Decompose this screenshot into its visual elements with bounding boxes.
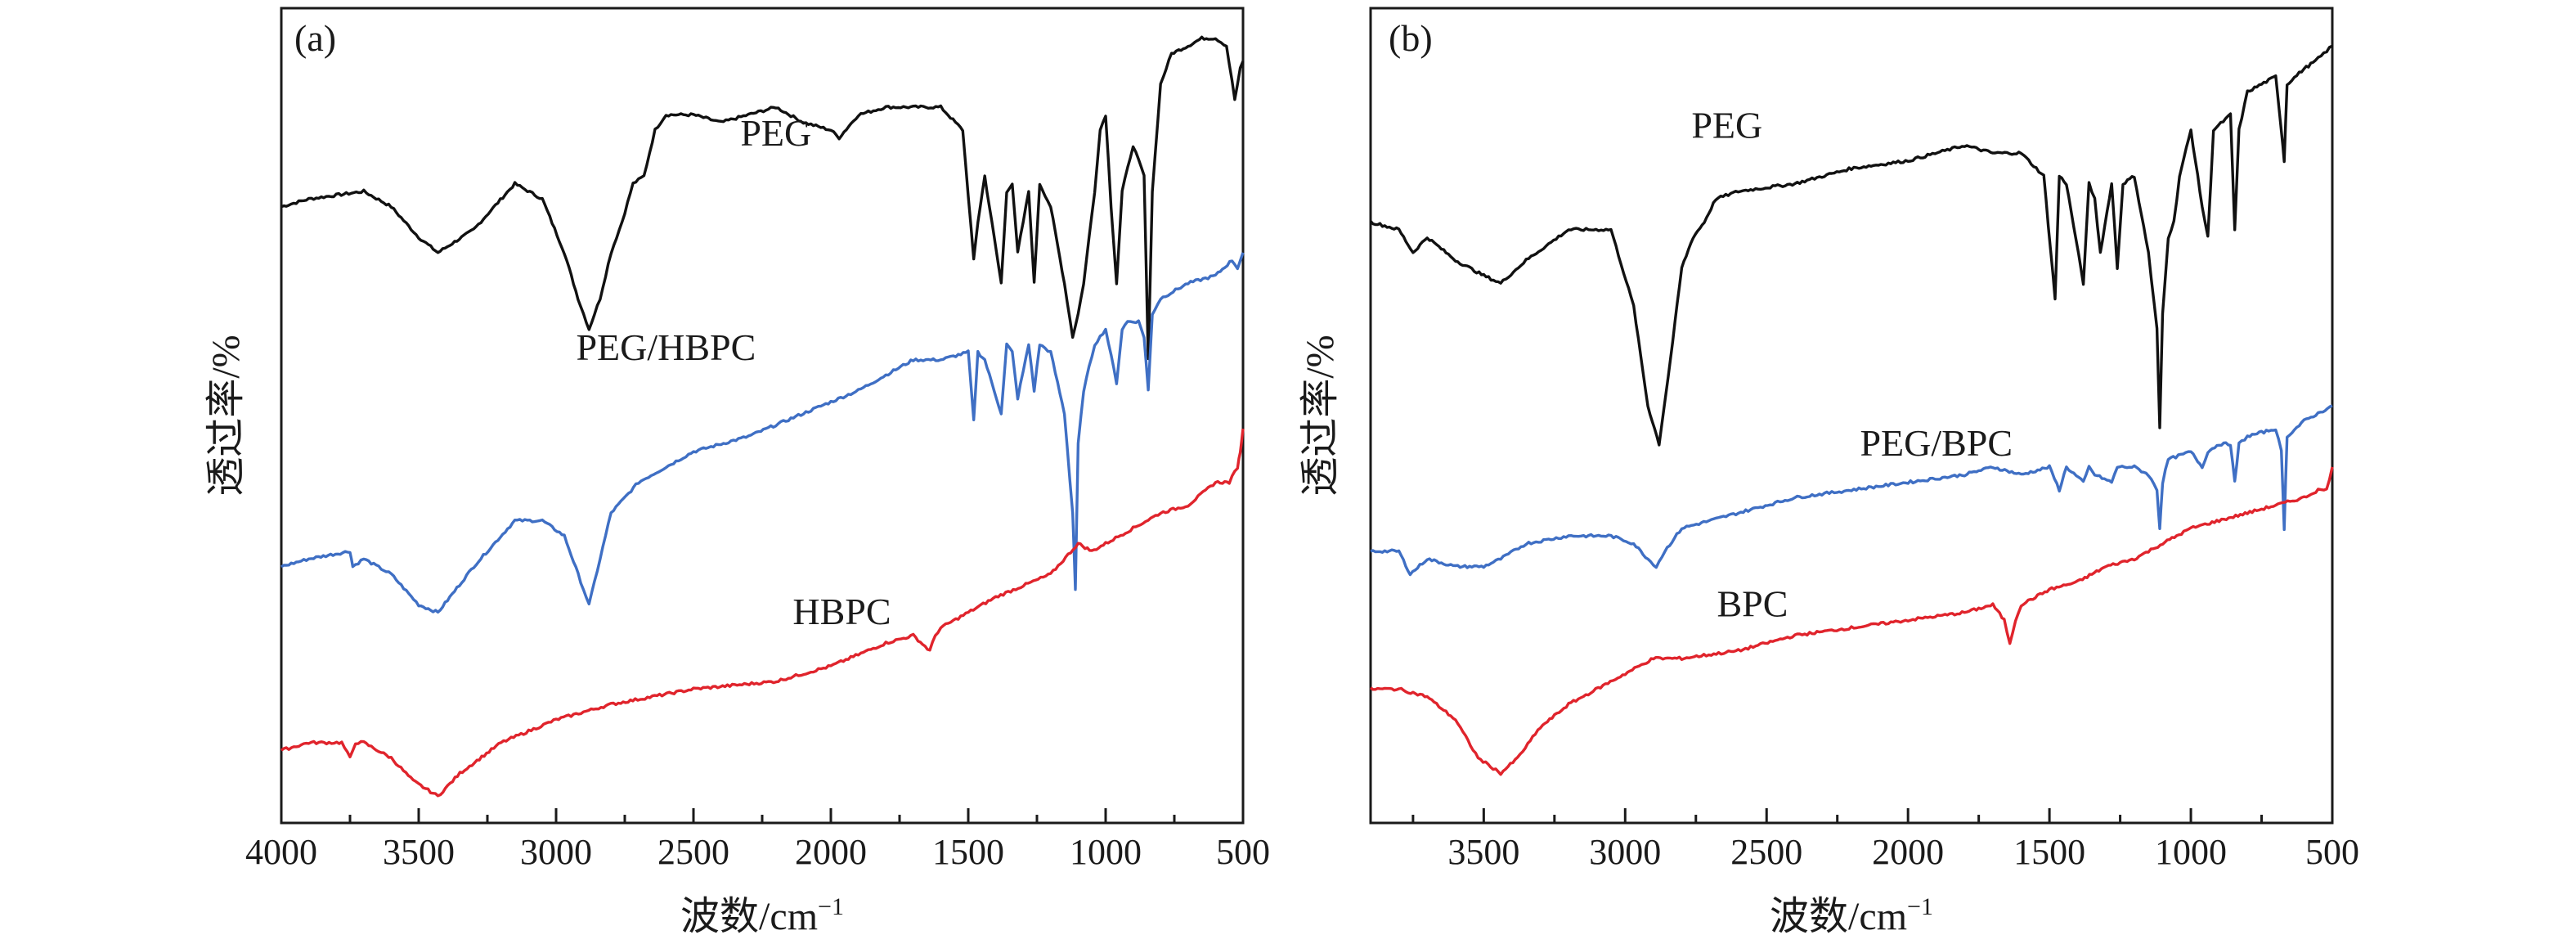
panel-a-series-label-hbpc: HBPC (792, 591, 891, 632)
panel-b-series-labels: PEG PEG/BPC BPC (1691, 104, 2013, 624)
panel-a-x-tick-label: 2500 (657, 832, 729, 872)
panel-b-x-tick-label: 2000 (1872, 832, 1944, 872)
panel-a-x-tick-label: 3000 (520, 832, 592, 872)
panel-a-x-tick-label: 2000 (795, 832, 867, 872)
panel-b-series-peg (1369, 44, 2333, 447)
panel-b-chart: (b) 3500 3000 2500 2000 1500 1000 500 PEG PEG/B… (1299, 7, 2359, 938)
panel-b-series-bpc (1370, 466, 2334, 776)
panel-a-y-axis-title: 透过率/% (204, 335, 248, 496)
panel-b-series-label-peg-bpc: PEG/BPC (1860, 422, 2013, 464)
panel-b-x-tick-label: 1500 (2013, 832, 2085, 872)
panel-b-x-tick-label: 3000 (1589, 832, 1661, 872)
panel-a-x-tick-label: 4000 (245, 832, 317, 872)
panel-a-x-axis-unit: 波数/cm (680, 895, 818, 938)
panel-b-series-label-peg: PEG (1691, 104, 1762, 146)
panel-a-x-tick-label: 3500 (383, 832, 455, 872)
panel-a-series-peg (280, 35, 1245, 361)
panel-b-x-axis-title: 波数/cm−1 (1770, 893, 1933, 938)
panel-a-series-peg-hbpc (280, 252, 1245, 614)
panel-a-series-label-peg-hbpc: PEG/HBPC (576, 326, 756, 368)
panel-a-x-tick-label: 1000 (1070, 832, 1142, 872)
panel-b-x-ticks: 3500 3000 2500 2000 1500 1000 500 (1411, 808, 2359, 872)
panel-b-tag: (b) (1389, 17, 1433, 59)
panel-b-x-tick-label: 1000 (2155, 832, 2227, 872)
panel-b-x-tick-label: 3500 (1447, 832, 1519, 872)
panel-a-chart: (a) 4000 3500 3000 2500 2000 1500 1000 500 PEGP… (204, 7, 1270, 938)
panel-b-x-tick-label: 2500 (1730, 832, 1802, 872)
panel-b-y-axis-title: 透过率/% (1299, 335, 1342, 496)
panel-a-x-axis-title: 波数/cm−1 (680, 893, 844, 938)
panel-a-x-ticks: 4000 3500 3000 2500 2000 1500 1000 500 (245, 808, 1270, 872)
panel-a-series-group (280, 35, 1245, 798)
panel-a-x-tick-label: 500 (1216, 832, 1270, 872)
panel-b-x-tick-label: 500 (2305, 832, 2359, 872)
panel-a-tag: (a) (294, 17, 336, 59)
panel-a-x-axis-superscript: −1 (818, 893, 844, 920)
panel-a-series-label-peg: PEG (740, 112, 811, 154)
panel-a-x-tick-label: 1500 (932, 832, 1004, 872)
panel-a-series-labels: PEG PEG/HBPC HBPC (576, 112, 891, 632)
panel-b-series-label-bpc: BPC (1717, 582, 1788, 624)
panel-b-x-axis-superscript: −1 (1907, 893, 1933, 920)
panel-b-x-axis-unit: 波数/cm (1770, 895, 1907, 938)
panel-b-frame (1369, 7, 2334, 825)
panel-b-series-group (1369, 44, 2334, 776)
panel-a-series-hbpc (280, 428, 1245, 798)
panel-b-series-peg-bpc (1370, 404, 2333, 577)
